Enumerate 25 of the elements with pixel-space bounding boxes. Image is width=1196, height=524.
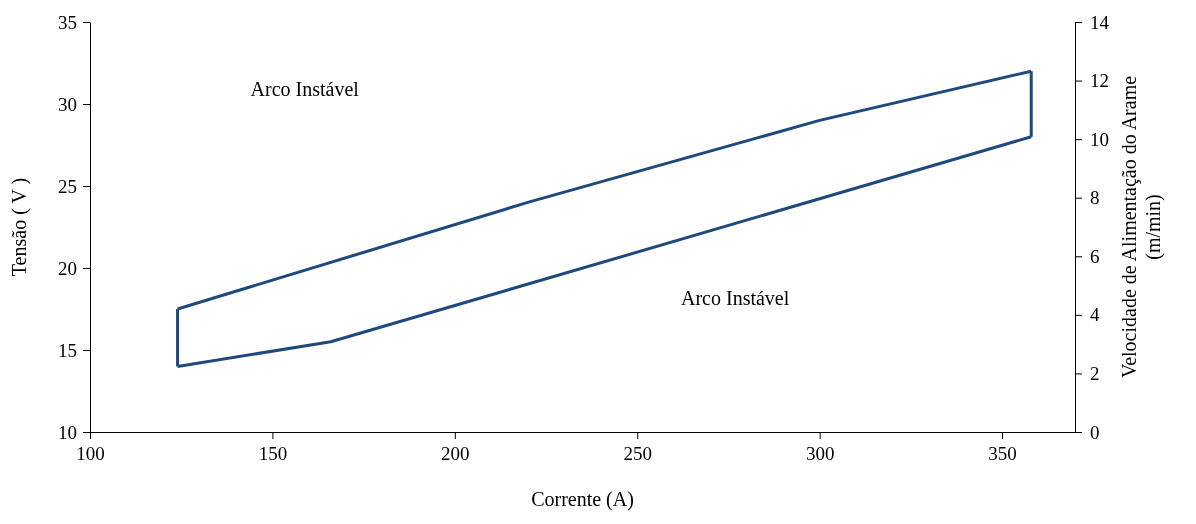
x-tick-label: 350 bbox=[988, 443, 1017, 465]
y-tick-label: 25 bbox=[58, 175, 77, 197]
annotation: Arco Instável bbox=[681, 287, 790, 310]
annotation: Arco Instável bbox=[250, 78, 360, 101]
y-tick-label: 20 bbox=[58, 257, 77, 279]
y-tick-label: 35 bbox=[58, 11, 77, 33]
y-tick-label: 30 bbox=[58, 93, 77, 115]
y-tick-label: 10 bbox=[58, 421, 77, 443]
x-tick-label: 150 bbox=[258, 443, 288, 465]
y2-tick-label: 4 bbox=[1090, 304, 1100, 326]
x-tick-label: 250 bbox=[623, 443, 652, 465]
y2-tick-label: 2 bbox=[1090, 363, 1100, 385]
x-tick-label: 100 bbox=[76, 443, 105, 465]
y2-tick-label: 14 bbox=[1090, 11, 1110, 33]
x-tick-label: 300 bbox=[805, 443, 835, 465]
y2-tick-label: 8 bbox=[1090, 187, 1100, 209]
y2-tick-label: 10 bbox=[1090, 128, 1109, 150]
y2-axis-title: Velocidade de Alimentação do Arame (m/min) bbox=[1118, 75, 1165, 379]
y2-tick-label: 6 bbox=[1090, 245, 1100, 267]
y-tick-label: 15 bbox=[58, 339, 77, 361]
y2-tick-label: 12 bbox=[1090, 70, 1109, 92]
x-axis-title: Corrente (A) bbox=[531, 488, 634, 511]
x-tick-label: 200 bbox=[441, 443, 470, 465]
y2-tick-label: 0 bbox=[1090, 421, 1100, 443]
y-axis-title: Tensão ( V ) bbox=[8, 177, 31, 277]
